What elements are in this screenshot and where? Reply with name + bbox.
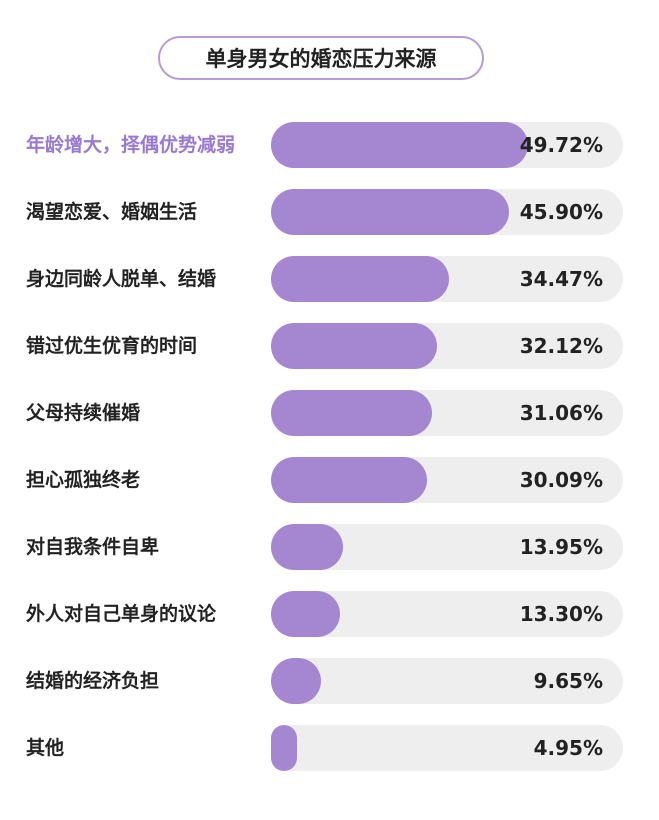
- bar-row: 父母持续催婚 31.06%: [0, 390, 659, 436]
- bar-value-label: 9.65%: [533, 669, 603, 693]
- bar-fill: [271, 323, 437, 369]
- bar-track: [271, 725, 623, 771]
- bar-fill: [271, 189, 509, 235]
- bar-label: 父母持续催婚: [26, 402, 141, 424]
- bar-row: 年龄增大，择偶优势减弱 49.72%: [0, 122, 659, 168]
- bar-fill: [271, 725, 297, 771]
- bar-label: 身边同龄人脱单、结婚: [26, 268, 217, 290]
- bar-label: 其他: [26, 737, 65, 759]
- bar-fill: [271, 390, 432, 436]
- bar-value-label: 4.95%: [533, 736, 603, 760]
- bar-fill: [271, 524, 343, 570]
- bar-fill: [271, 122, 528, 168]
- bar-value-label: 13.95%: [519, 535, 603, 559]
- bar-label: 年龄增大，择偶优势减弱: [26, 134, 236, 156]
- bar-row: 结婚的经济负担 9.65%: [0, 658, 659, 704]
- bar-label: 错过优生优育的时间: [26, 335, 198, 357]
- bar-value-label: 45.90%: [519, 200, 603, 224]
- bar-fill: [271, 658, 321, 704]
- chart-title: 单身男女的婚恋压力来源: [158, 36, 484, 80]
- bar-row: 担心孤独终老 30.09%: [0, 457, 659, 503]
- bar-value-label: 49.72%: [519, 133, 603, 157]
- bar-value-label: 13.30%: [519, 602, 603, 626]
- bar-value-label: 30.09%: [519, 468, 603, 492]
- bar-row: 外人对自己单身的议论 13.30%: [0, 591, 659, 637]
- bar-label: 外人对自己单身的议论: [26, 603, 217, 625]
- bar-value-label: 31.06%: [519, 401, 603, 425]
- bar-row: 渴望恋爱、婚姻生活 45.90%: [0, 189, 659, 235]
- bar-fill: [271, 256, 449, 302]
- bar-row: 身边同龄人脱单、结婚 34.47%: [0, 256, 659, 302]
- bar-fill: [271, 457, 427, 503]
- bar-label: 结婚的经济负担: [26, 670, 160, 692]
- bar-label: 担心孤独终老: [26, 469, 141, 491]
- bar-label: 渴望恋爱、婚姻生活: [26, 201, 198, 223]
- bar-track: [271, 658, 623, 704]
- bar-fill: [271, 591, 340, 637]
- bar-row: 对自我条件自卑 13.95%: [0, 524, 659, 570]
- bar-label: 对自我条件自卑: [26, 536, 160, 558]
- bar-value-label: 32.12%: [519, 334, 603, 358]
- bar-row: 错过优生优育的时间 32.12%: [0, 323, 659, 369]
- bar-row: 其他 4.95%: [0, 725, 659, 771]
- bar-value-label: 34.47%: [519, 267, 603, 291]
